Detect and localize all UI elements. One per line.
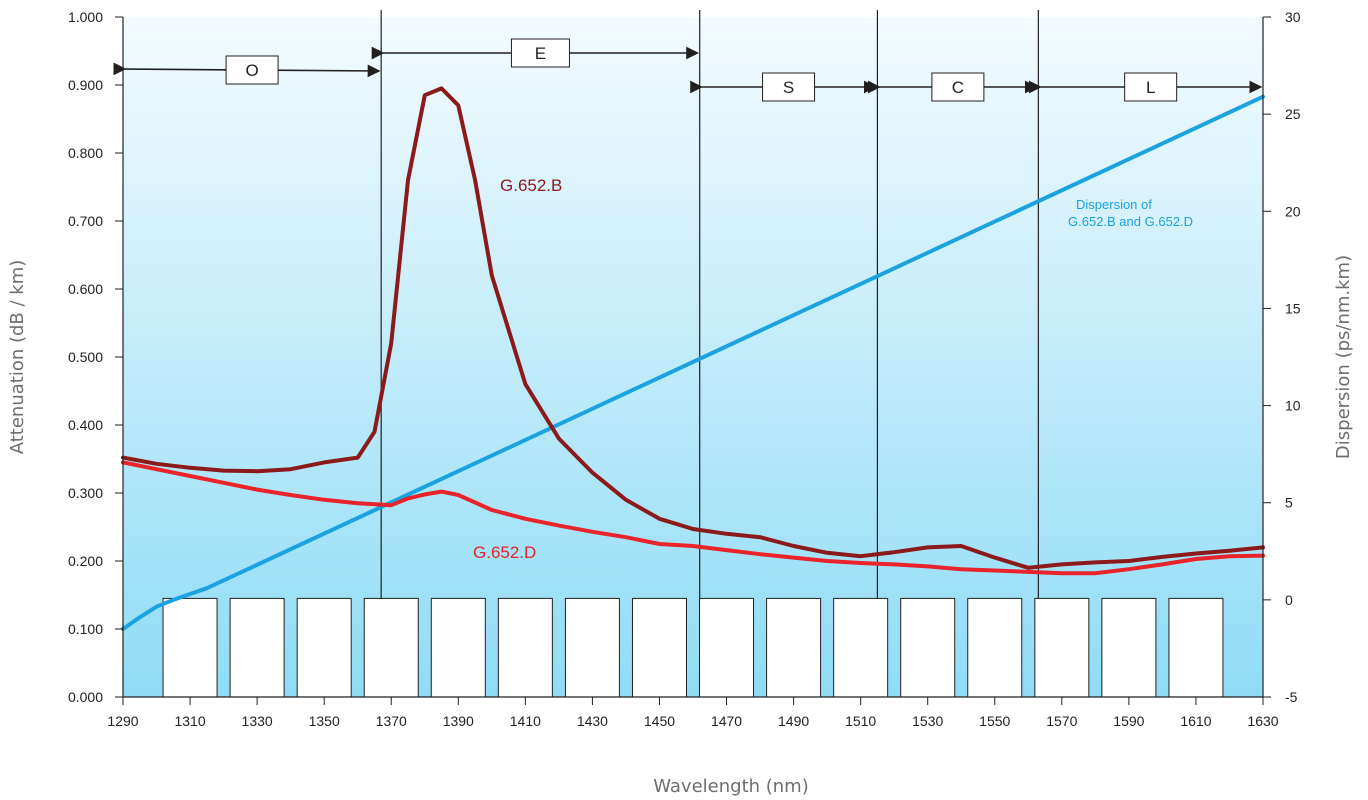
series-line-dispersion <box>121 94 1265 631</box>
dispersion-label-line2: G.652.B and G.652.D <box>1068 214 1193 229</box>
band-label-o: O <box>245 61 258 80</box>
x-tick-label: 1370 <box>376 713 407 729</box>
x-tick-label: 1470 <box>711 713 742 729</box>
plot-background <box>123 17 1263 697</box>
cwdm-channel-box <box>833 597 889 698</box>
x-tick-label: 1510 <box>845 713 876 729</box>
band-label-s: S <box>783 78 794 97</box>
series-line-g652d <box>121 460 1265 576</box>
y-tick-label: 0.400 <box>68 417 103 433</box>
cwdm-channel-box <box>296 597 352 698</box>
x-tick-label: 1350 <box>309 713 340 729</box>
x-tick-label: 1410 <box>510 713 541 729</box>
cwdm-channel-box <box>564 597 620 698</box>
y-tick-label: 1.000 <box>68 9 103 25</box>
y2-tick-label: 0 <box>1285 592 1293 608</box>
y-tick-label: 0.600 <box>68 281 103 297</box>
band-label-box <box>762 72 816 102</box>
band-label-c: C <box>952 78 964 97</box>
y-tick-label: 0.000 <box>68 689 103 705</box>
y-tick-label: 0.300 <box>68 485 103 501</box>
cwdm-channel-box <box>900 597 956 698</box>
y2-tick-label: 5 <box>1285 495 1293 511</box>
series-label-g652d: G.652.D <box>473 543 536 562</box>
band-label-box <box>1124 72 1178 102</box>
band-markers: O E S C L <box>113 10 1263 697</box>
y2-tick-label: 10 <box>1285 398 1301 414</box>
series-label-g652b: G.652.B <box>500 176 562 195</box>
y2-tick-label: -5 <box>1285 689 1298 705</box>
x-tick-label: 1450 <box>644 713 675 729</box>
band-label-l: L <box>1146 78 1155 97</box>
dispersion-label-line1: Dispersion of <box>1076 197 1152 212</box>
y-tick-label: 0.500 <box>68 349 103 365</box>
x-tick-label: 1430 <box>577 713 608 729</box>
x-axis-title: Wavelength (nm) <box>653 776 809 797</box>
y2-tick-label: 15 <box>1285 300 1301 316</box>
series-line-g652b <box>121 86 1265 570</box>
y2-tick-label: 20 <box>1285 203 1301 219</box>
y-tick-label: 0.700 <box>68 213 103 229</box>
band-label-box <box>510 38 570 68</box>
cwdm-channel-box <box>497 597 553 698</box>
cwdm-channel-box <box>229 597 285 698</box>
x-tick-label: 1310 <box>174 713 205 729</box>
x-tick-label: 1630 <box>1247 713 1278 729</box>
x-tick-label: 1530 <box>912 713 943 729</box>
cwdm-channel-box <box>162 597 218 698</box>
cwdm-channel-box <box>1034 597 1090 698</box>
cwdm-channel-box <box>1101 597 1157 698</box>
cwdm-channel-box <box>363 597 419 698</box>
x-tick-label: 1570 <box>1046 713 1077 729</box>
y2-tick-label: 30 <box>1285 9 1301 25</box>
y-axis-title: Attenuation (dB / km) <box>7 260 28 455</box>
cwdm-channel-box <box>631 597 687 698</box>
x-tick-label: 1290 <box>107 713 138 729</box>
cwdm-channels <box>162 597 1224 698</box>
y2-axis-title: Dispersion (ps/nm.km) <box>1333 255 1354 459</box>
y2-tick-label: 25 <box>1285 106 1301 122</box>
cwdm-channel-box <box>430 597 486 698</box>
y-tick-label: 0.100 <box>68 621 103 637</box>
band-label-box <box>931 72 985 102</box>
x-tick-label: 1330 <box>242 713 273 729</box>
band-label-box <box>225 55 279 85</box>
y-tick-label: 0.900 <box>68 77 103 93</box>
x-tick-label: 1550 <box>979 713 1010 729</box>
x-tick-label: 1590 <box>1113 713 1144 729</box>
y-tick-label: 0.800 <box>68 145 103 161</box>
cwdm-channel-box <box>766 597 822 698</box>
cwdm-channel-box <box>699 597 755 698</box>
band-label-e: E <box>535 44 546 63</box>
x-tick-label: 1610 <box>1180 713 1211 729</box>
y-tick-label: 0.200 <box>68 553 103 569</box>
axes: 0.000 0.100 0.200 0.300 0.400 0.500 0.600 0.700… <box>68 9 1301 729</box>
series-group <box>121 86 1265 631</box>
cwdm-channel-box <box>967 597 1023 698</box>
cwdm-channel-box <box>1168 597 1224 698</box>
x-tick-label: 1490 <box>778 713 809 729</box>
x-tick-label: 1390 <box>443 713 474 729</box>
